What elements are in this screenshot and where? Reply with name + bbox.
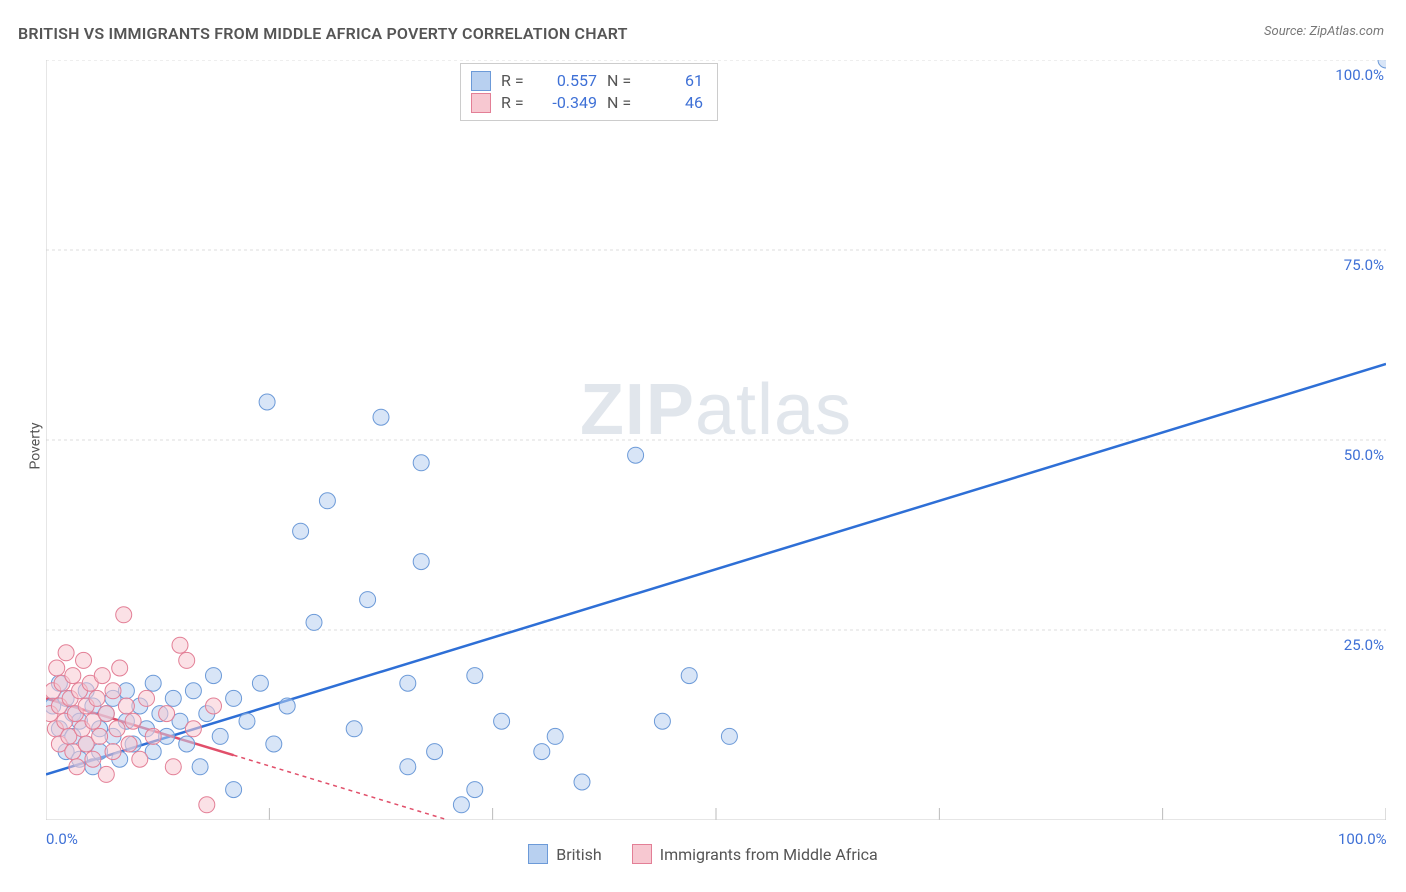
n-label: N = [607,70,635,92]
n-value-immigrants: 46 [645,92,703,114]
n-value-british: 61 [645,70,703,92]
y-axis-label: Poverty [28,422,44,469]
legend-row-british: R = 0.557 N = 61 [471,70,703,92]
axis-tick-label: 75.0% [1344,256,1384,274]
legend-item-british: British [528,844,601,864]
r-label: R = [501,70,529,92]
r-value-immigrants: -0.349 [539,92,597,114]
series-legend: British Immigrants from Middle Africa [0,844,1406,864]
legend-label-british: British [556,845,601,864]
chart-container: BRITISH VS IMMIGRANTS FROM MIDDLE AFRICA… [0,0,1406,892]
legend-row-immigrants: R = -0.349 N = 46 [471,92,703,114]
swatch-immigrants [632,844,652,864]
legend-label-immigrants: Immigrants from Middle Africa [660,845,878,864]
swatch-british [471,71,491,91]
r-label: R = [501,92,529,114]
correlation-legend: R = 0.557 N = 61 R = -0.349 N = 46 [460,63,718,121]
r-value-british: 0.557 [539,70,597,92]
axis-tick-label: 100.0% [1338,830,1387,848]
axis-tick-label: 0.0% [46,830,78,848]
swatch-british [528,844,548,864]
swatch-immigrants [471,93,491,113]
source-prefix: Source: [1264,24,1309,39]
source-attribution: Source: ZipAtlas.com [1264,24,1384,39]
source-name: ZipAtlas.com [1309,24,1384,39]
axis-tick-label: 50.0% [1344,446,1384,464]
axis-tick-label: 25.0% [1344,636,1384,654]
chart-title: BRITISH VS IMMIGRANTS FROM MIDDLE AFRICA… [18,24,628,43]
n-label: N = [607,92,635,114]
plot-area: ZIPatlas [46,60,1386,820]
legend-item-immigrants: Immigrants from Middle Africa [632,844,878,864]
chart-svg [46,60,1386,820]
axis-tick-label: 100.0% [1335,66,1384,84]
